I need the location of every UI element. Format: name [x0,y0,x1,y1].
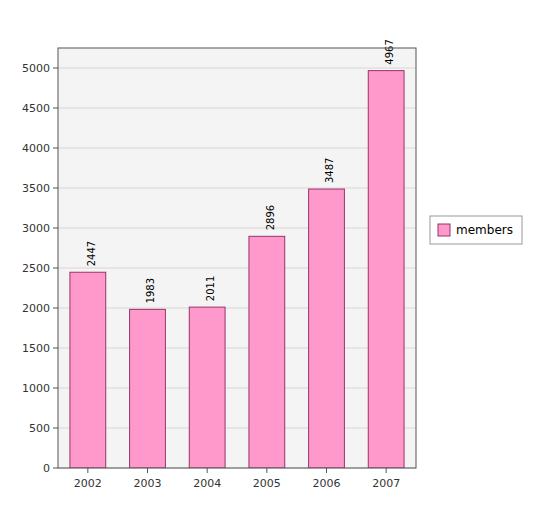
bar [368,71,404,468]
y-tick-label: 5000 [22,62,50,75]
bar [249,236,285,468]
grid-line [58,428,416,429]
y-tick [53,108,58,109]
grid-line [58,108,416,109]
x-tick [147,468,148,473]
y-tick [53,228,58,229]
y-tick [53,188,58,189]
y-tick-label: 3500 [22,182,50,195]
grid-line [58,348,416,349]
data-label: 2896 [265,205,276,230]
data-label: 3487 [325,158,336,183]
y-tick [53,68,58,69]
grid-line [58,68,416,69]
y-tick-label: 2500 [22,262,50,275]
bars [70,71,404,468]
x-tick-label: 2005 [253,477,281,490]
x-tick [386,468,387,473]
plot-background [58,48,416,468]
grid-line [58,228,416,229]
y-tick-label: 1000 [22,382,50,395]
grid-line [58,308,416,309]
x-tick [207,468,208,473]
y-tick-label: 4500 [22,102,50,115]
y-tick [53,388,58,389]
grid-line [58,268,416,269]
bar [130,309,166,468]
y-tick [53,268,58,269]
x-tick-label: 2004 [193,477,221,490]
x-tick [87,468,88,473]
chart: 0 500 1000 1500 2000 2500 3000 3500 4000 4500 5000… [0,0,534,508]
x-tick-label: 2006 [313,477,341,490]
y-tick-label: 3000 [22,222,50,235]
data-label: 1983 [146,278,157,303]
legend-box [430,216,522,244]
y-tick-label: 500 [29,422,50,435]
x-tick-label: 2007 [372,477,400,490]
bar [309,189,345,468]
y-tick [53,348,58,349]
y-tick-label: 4000 [22,142,50,155]
y-tick [53,148,58,149]
bar [70,272,106,468]
x-tick [266,468,267,473]
y-tick [53,428,58,429]
x-tick-label: 2003 [134,477,162,490]
grid-line [58,388,416,389]
legend-swatch [438,224,450,236]
y-tick-label: 2000 [22,302,50,315]
y-tick-label: 1500 [22,342,50,355]
data-label: 2447 [86,241,97,266]
bar [189,307,225,468]
legend: members [430,216,522,244]
grid-line [58,148,416,149]
y-tick [53,468,58,469]
data-label: 2011 [205,276,216,301]
x-tick [326,468,327,473]
x-tick-label: 2002 [74,477,102,490]
grid-line [58,188,416,189]
y-tick-label: 0 [43,462,50,475]
plot-frame [58,48,416,468]
y-tick [53,308,58,309]
legend-label: members [456,223,513,237]
data-label: 4967 [384,39,395,64]
